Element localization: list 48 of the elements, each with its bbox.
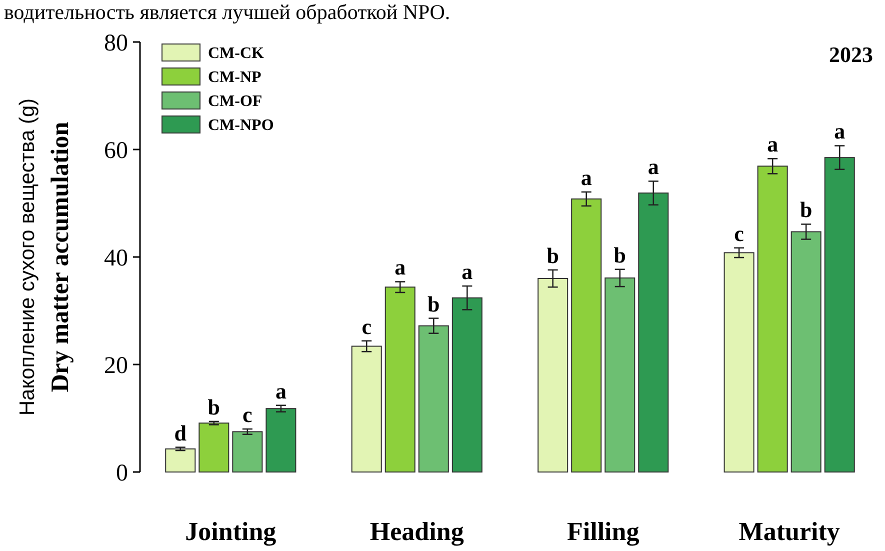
y-tick-label: 0 [116, 460, 128, 486]
data-label: a [648, 154, 659, 180]
legend-label: CM-OF [208, 93, 262, 110]
data-label: b [800, 197, 812, 222]
data-label: a [394, 254, 406, 280]
data-label: c [242, 402, 253, 427]
x-tick-label: Filling [566, 517, 640, 546]
y-tick-label: 40 [104, 245, 128, 272]
bar [790, 231, 822, 472]
data-label: c [362, 314, 372, 339]
bar [538, 278, 568, 472]
data-label: a [834, 118, 846, 144]
y-tick-label: 20 [104, 352, 128, 379]
bar [604, 277, 636, 472]
data-label: a [275, 378, 286, 404]
bar [418, 325, 449, 472]
bar [384, 286, 416, 472]
bar [571, 198, 602, 472]
bar [165, 448, 196, 472]
bar [757, 166, 788, 472]
data-label: d [174, 420, 187, 446]
data-label: a [580, 164, 592, 190]
data-label: b [428, 291, 440, 316]
chart-title: 2023 [829, 42, 873, 67]
data-label: a [767, 132, 778, 157]
bar [724, 252, 754, 472]
legend-label: CM-NPO [208, 117, 274, 134]
data-label: b [208, 394, 220, 420]
text: водительность является лучшей обработкой NPO. [4, 0, 450, 24]
y-tick-label: 60 [104, 138, 128, 164]
x-tick-label: Heading [370, 517, 464, 546]
y-tick-label: 80 [104, 30, 128, 56]
bar [824, 157, 855, 472]
bar [351, 346, 382, 472]
bar [198, 422, 230, 472]
data-label: b [546, 242, 559, 268]
legend-label: CM-NP [208, 69, 262, 86]
y-axis-title: Накопление сухого вещества (g) Dry matter accumulation [16, 98, 74, 416]
x-tick-label: Jointing [185, 517, 276, 546]
data-label: a [462, 259, 473, 284]
x-tick-label: Maturity [738, 517, 840, 546]
data-label: c [734, 220, 744, 246]
legend-label: CM-CK [208, 45, 265, 62]
bar [232, 431, 263, 472]
bar [266, 408, 296, 472]
bar [638, 192, 669, 472]
bar [452, 297, 482, 472]
data-label: b [614, 242, 626, 268]
